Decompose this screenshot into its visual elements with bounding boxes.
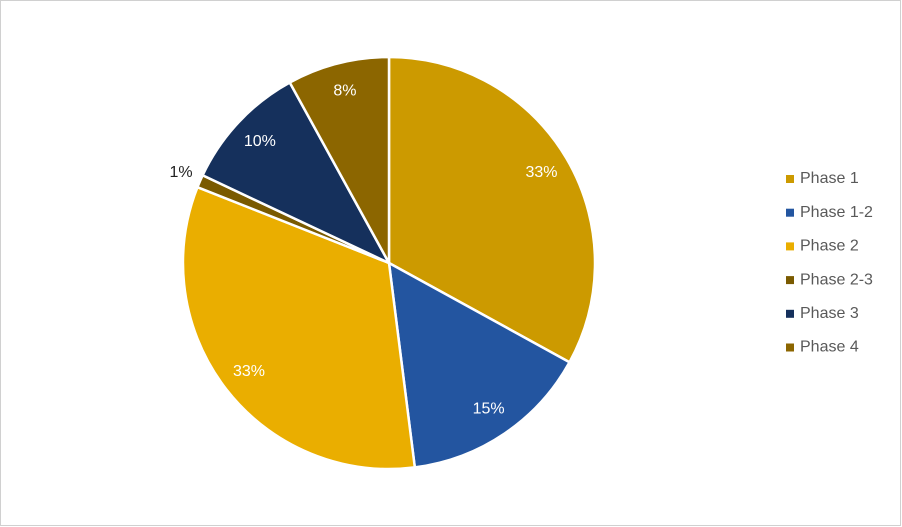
data-label: 33% (525, 164, 557, 181)
legend-label: Phase 3 (800, 305, 859, 322)
legend-swatch (786, 208, 794, 217)
data-label: 15% (473, 401, 505, 418)
data-label: 1% (169, 164, 192, 181)
legend-swatch (786, 175, 794, 183)
legend-label: Phase 2-3 (800, 271, 873, 288)
legend-label: Phase 1-2 (800, 204, 873, 221)
legend-label: Phase 4 (800, 339, 859, 356)
legend-label: Phase 1 (800, 170, 859, 187)
legend-swatch (786, 276, 794, 285)
pie-slice (387, 55, 597, 364)
legend-swatch (786, 309, 794, 318)
pie-slice (181, 185, 417, 471)
pie-slice (387, 260, 572, 469)
legend-label: Phase 2 (800, 238, 859, 255)
legend-swatch (786, 242, 794, 251)
pie-slice (288, 55, 391, 264)
pie-slice (200, 80, 392, 266)
data-label: 8% (333, 83, 356, 100)
data-label: 33% (233, 363, 265, 380)
data-label: 10% (244, 133, 276, 150)
legend-swatch (786, 343, 794, 352)
